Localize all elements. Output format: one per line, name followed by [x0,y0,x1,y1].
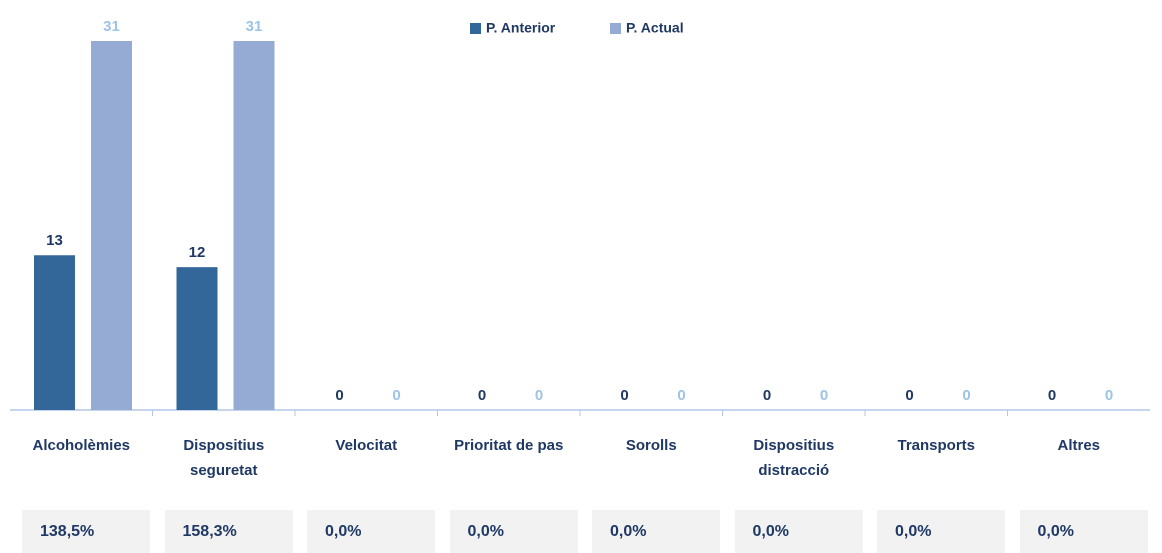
variation-label: 158,3% [164,510,293,553]
variation-label: 0,0% [592,510,720,553]
x-tick-label: Dispositius seguretat [183,437,265,479]
value-label: 0 [905,387,913,404]
legend-swatch [470,23,481,34]
value-label: 0 [1048,387,1056,404]
bar [176,267,218,410]
bar [34,255,75,410]
variation-label: 0,0% [1019,510,1148,553]
value-label: 0 [620,387,628,404]
x-tick-label: Sorolls [625,437,677,454]
value-label: 31 [103,18,120,35]
value-label: 0 [677,387,685,404]
value-label: 31 [246,18,263,35]
value-label: 0 [1105,387,1113,404]
value-label: 13 [46,232,63,249]
value-label: 0 [820,387,828,404]
x-tick-label: Velocitat [335,437,398,454]
value-label: 12 [189,244,206,261]
variation-label: 0,0% [307,510,435,553]
x-tick-label: Prioritat de pas [454,437,564,454]
value-label: 0 [478,387,486,404]
x-tick-label: Transports [897,437,976,454]
variation-label: 0,0% [877,510,1005,553]
value-label: 0 [392,387,400,404]
variation-label: 0,0% [734,510,863,553]
value-label: 0 [962,387,970,404]
x-tick-label: Dispositius distracció [753,437,835,479]
legend-label: P. Anterior [486,20,556,36]
legend-swatch [610,23,621,34]
x-tick-label: Altres [1057,437,1101,454]
bar [233,41,275,410]
legend-label: P. Actual [626,20,684,36]
x-tick-label: Alcoholèmies [32,437,131,454]
bar [91,41,132,410]
value-label: 0 [763,387,771,404]
variation-label: 0,0% [449,510,578,553]
value-label: 0 [335,387,343,404]
variation-label: 138,5% [22,510,150,553]
value-label: 0 [535,387,543,404]
